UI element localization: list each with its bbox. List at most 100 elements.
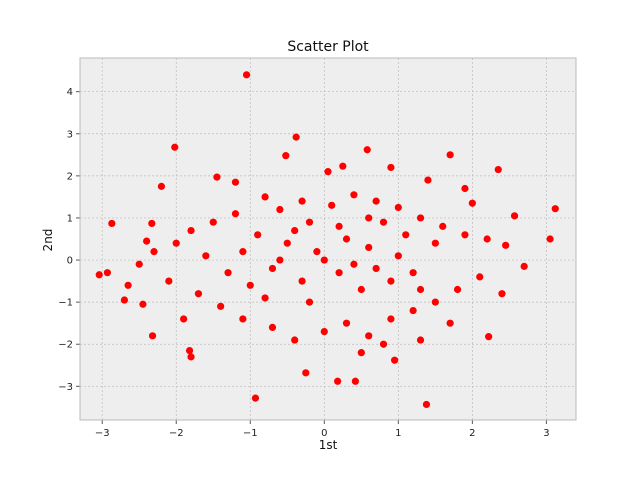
scatter-point (242, 71, 251, 79)
scatter-point (231, 178, 240, 186)
y-tick-label: −2 (58, 340, 73, 351)
scatter-point (171, 143, 179, 151)
scatter-point (185, 346, 194, 355)
scatter-point (365, 243, 373, 252)
y-tick-label: 3 (67, 129, 73, 140)
y-tick-label: 1 (67, 213, 73, 224)
scatter-point (520, 262, 528, 270)
scatter-point (365, 214, 373, 222)
scatter-point (453, 285, 462, 294)
scatter-point (351, 377, 359, 385)
x-axis-label: 1st (319, 438, 338, 452)
scatter-point (394, 252, 402, 260)
scatter-point (461, 184, 469, 193)
scatter-point (350, 191, 358, 199)
scatter-point (365, 332, 373, 340)
scatter-point (313, 248, 321, 256)
scatter-point (372, 264, 380, 273)
scatter-point (342, 235, 351, 243)
scatter-point (305, 298, 314, 306)
scatter-point (494, 165, 502, 174)
scatter-point (298, 197, 306, 205)
scatter-point (379, 218, 388, 226)
scatter-point (282, 152, 290, 160)
scatter-point (379, 340, 388, 348)
scatter-point (194, 290, 203, 298)
scatter-point (268, 264, 277, 273)
scatter-point (305, 218, 314, 226)
scatter-point (108, 219, 116, 228)
y-tick-label: 4 (67, 87, 73, 98)
scatter-point (363, 146, 371, 154)
scatter-point (148, 332, 157, 340)
scatter-point (148, 219, 156, 228)
scatter-point (461, 231, 469, 239)
scatter-point (239, 315, 247, 323)
plot-area: −3 −2 −1 0 1 2 3 −3 −2 −1 0 1 2 3 4 (58, 57, 577, 439)
scatter-point (276, 205, 284, 214)
scatter-point (483, 235, 491, 243)
scatter-point (394, 203, 402, 212)
scatter-point (510, 212, 519, 220)
scatter-point (291, 226, 299, 235)
scatter-point (439, 222, 447, 230)
scatter-point (120, 296, 129, 304)
x-tick-label: 0 (321, 428, 327, 439)
scatter-point (254, 231, 262, 239)
y-tick-label: 2 (67, 171, 73, 182)
scatter-point (402, 231, 410, 239)
scatter-point (298, 277, 306, 285)
scatter-point (95, 271, 103, 279)
scatter-point (387, 315, 395, 323)
scatter-point (180, 315, 188, 323)
scatter-point (224, 269, 232, 277)
scatter-point (498, 290, 506, 298)
scatter-point (551, 205, 559, 213)
y-tick-label: −1 (58, 298, 73, 309)
scatter-point (372, 197, 380, 205)
scatter-point (416, 214, 425, 222)
scatter-point (422, 400, 431, 409)
y-tick-label: −3 (58, 382, 73, 393)
scatter-point (409, 269, 417, 277)
scatter-point (239, 248, 247, 256)
scatter-point (165, 277, 173, 285)
scatter-point (409, 306, 417, 315)
scatter-point (468, 199, 476, 207)
scatter-point (502, 241, 510, 249)
scatter-point (334, 377, 342, 385)
scatter-point (261, 294, 269, 302)
scatter-point (213, 173, 221, 181)
scatter-point (357, 285, 365, 294)
x-tick-label: −3 (95, 428, 110, 439)
scatter-point (292, 133, 300, 141)
scatter-point (324, 168, 332, 176)
scatter-point (431, 239, 439, 247)
scatter-point (202, 252, 210, 260)
scatter-point (320, 256, 328, 264)
scatter-point (283, 239, 291, 247)
plot-background (80, 58, 576, 420)
x-tick-label: −2 (169, 428, 184, 439)
scatter-point (217, 302, 225, 310)
scatter-point (424, 176, 432, 184)
scatter-point (339, 162, 347, 170)
scatter-point (291, 336, 299, 344)
scatter-point (157, 182, 166, 190)
scatter-point (335, 269, 343, 277)
y-tick-label: 0 (67, 256, 73, 267)
scatter-point (546, 235, 554, 243)
scatter-point (251, 394, 260, 402)
scatter-point (231, 210, 240, 218)
scatter-point (268, 323, 277, 331)
scatter-point (172, 239, 180, 247)
scatter-point (276, 256, 284, 264)
scatter-point (476, 273, 484, 281)
scatter-point (320, 328, 328, 336)
scatter-point (391, 356, 399, 364)
scatter-point (446, 319, 454, 327)
scatter-point (342, 319, 351, 327)
scatter-point (187, 226, 195, 235)
scatter-point (261, 193, 269, 201)
